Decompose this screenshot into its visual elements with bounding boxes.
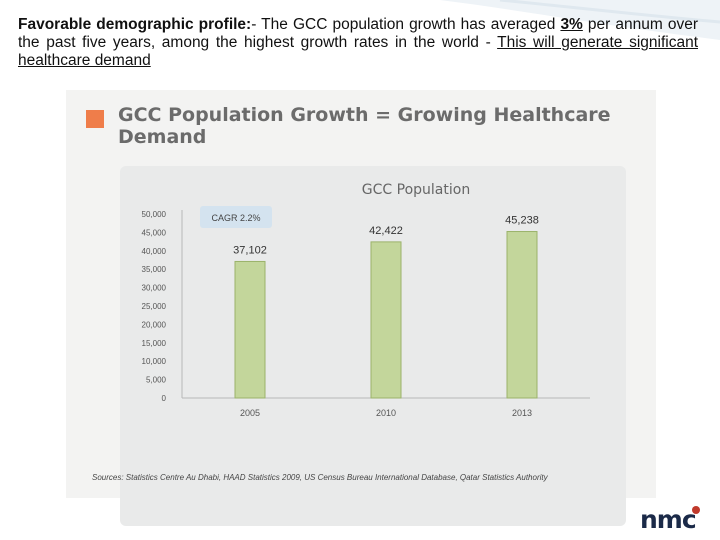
y-tick-label: 35,000 [142, 265, 167, 274]
y-tick-label: 0 [162, 394, 167, 403]
y-tick-label: 50,000 [142, 210, 167, 219]
y-tick-label: 20,000 [142, 320, 167, 329]
headline-tail: This will generate significant healthcar… [18, 34, 699, 69]
y-tick-label: 25,000 [142, 302, 167, 311]
bar-value-label: 42,422 [369, 225, 403, 237]
chart-card: GCC Population 0 5,000 10,000 15,000 20,000 25… [120, 166, 626, 526]
headline-lead: Favorable demographic profile: [18, 16, 252, 33]
y-tick-label: 15,000 [142, 339, 167, 348]
bar-chart: GCC Population 0 5,000 10,000 15,000 20,000 25… [142, 182, 590, 418]
y-tick-label: 10,000 [142, 357, 167, 366]
bar [234, 260, 266, 399]
y-tick-label: 5,000 [146, 376, 167, 385]
x-tick-label: 2005 [240, 408, 260, 418]
x-tick-label: 2010 [376, 408, 396, 418]
title-marker-square [86, 110, 104, 128]
headline-text-1: - The GCC population growth has averaged [251, 16, 561, 33]
bar [506, 231, 538, 399]
headline-rate: 3% [560, 16, 583, 33]
headline-text: Favorable demographic profile:- The GCC … [18, 16, 698, 70]
y-tick-label: 30,000 [142, 284, 167, 293]
x-tick-label: 2013 [512, 408, 532, 418]
logo-dot [692, 506, 700, 514]
cagr-badge [200, 206, 272, 228]
cagr-annotation: CAGR 2.2% [211, 213, 260, 223]
chart-panel: GCC Population Growth = Growing Healthca… [66, 90, 656, 526]
panel-title: GCC Population Growth = Growing Healthca… [118, 104, 611, 148]
headline-text-2: per annum over the past five years, amon… [18, 16, 698, 51]
sources-note: Sources: Statistics Centre Au Dhabi, HAA… [92, 473, 548, 482]
y-tick-label: 45,000 [142, 228, 167, 237]
y-tick-label: 40,000 [142, 247, 167, 256]
bar [370, 241, 402, 399]
bar-value-label: 45,238 [505, 215, 539, 227]
bar-value-label: 37,102 [233, 244, 267, 256]
chart-title: GCC Population [362, 182, 470, 198]
nmc-logo: nmc [640, 505, 697, 534]
